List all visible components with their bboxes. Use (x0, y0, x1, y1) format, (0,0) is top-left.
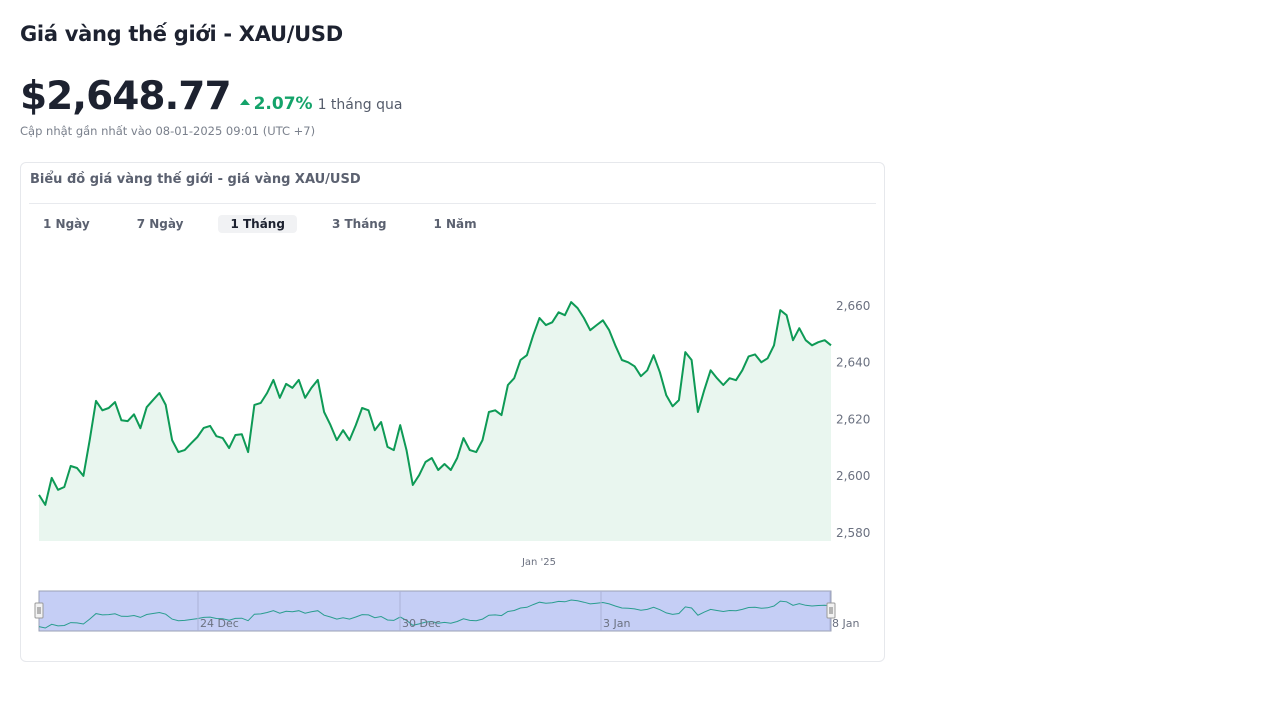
tab-1-year[interactable]: 1 Năm (433, 217, 477, 231)
price-change-percent: 2.07% (253, 94, 313, 114)
current-price: $2,648.77 (20, 74, 232, 119)
x-tick-label: Jan '25 (521, 557, 556, 568)
chart-title: Biểu đồ giá vàng thế giới - giá vàng XAU… (30, 172, 361, 187)
navigator-tick-label: 30 Dec (402, 617, 441, 630)
navigator-tick-label: 24 Dec (200, 617, 239, 630)
last-updated: Cập nhật gần nhất vào 08-01-2025 09:01 (… (20, 124, 316, 138)
navigator-tick-label: 8 Jan (832, 617, 859, 630)
y-tick-label: 2,600 (836, 469, 870, 483)
tab-1-month[interactable]: 1 Tháng (218, 215, 297, 233)
price-area-fill (39, 302, 831, 541)
tab-7-days[interactable]: 7 Ngày (136, 217, 184, 231)
divider (29, 203, 876, 204)
page-title: Giá vàng thế giới - XAU/USD (20, 22, 343, 46)
y-tick-label: 2,580 (836, 526, 870, 540)
range-tabs: 1 Ngày 7 Ngày 1 Tháng 3 Tháng 1 Năm (31, 215, 512, 233)
y-tick-label: 2,620 (836, 412, 870, 426)
navigator-right-handle[interactable] (826, 602, 836, 619)
navigator-tick-label: 3 Jan (603, 617, 630, 630)
navigator-line (38, 599, 832, 629)
tab-3-months[interactable]: 3 Tháng (331, 217, 387, 231)
change-period: 1 tháng qua (317, 97, 403, 113)
price-line (38, 301, 832, 506)
navigator-left-handle[interactable] (34, 602, 44, 619)
triangle-up-icon (239, 99, 250, 105)
y-tick-label: 2,660 (836, 299, 870, 313)
tab-1-day[interactable]: 1 Ngày (43, 217, 90, 231)
y-tick-label: 2,640 (836, 356, 870, 370)
chart-card: Biểu đồ giá vàng thế giới - giá vàng XAU… (20, 162, 885, 662)
price-summary: $2,648.77 2.07% 1 tháng qua (20, 74, 402, 119)
